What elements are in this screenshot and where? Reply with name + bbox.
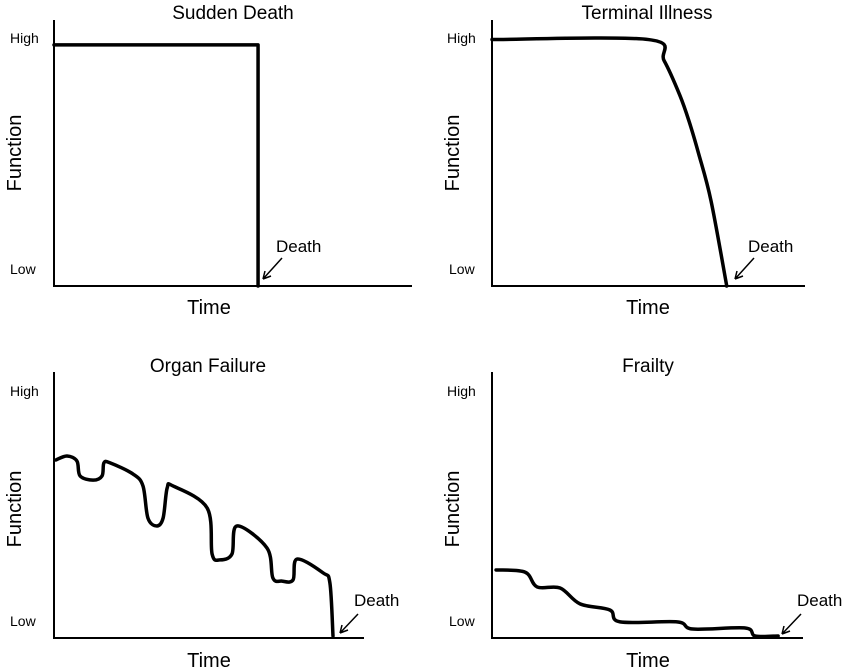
death-annotation: Death [354,591,399,610]
death-arrow-icon [339,613,359,634]
axes [491,20,805,287]
trajectory-line [52,43,260,288]
death-annotation: Death [797,591,842,610]
y-tick-high: High [447,30,476,46]
panel-title: Organ Failure [150,356,266,377]
y-tick-low: Low [449,261,476,277]
death-annotation: Death [748,237,793,256]
x-axis-label: Time [187,297,231,319]
y-tick-high: High [447,383,476,399]
y-tick-low: Low [10,261,37,277]
y-tick-high: High [10,383,39,399]
panel-title: Sudden Death [172,3,294,24]
y-axis-label: Function [4,471,26,548]
axes [491,372,803,639]
death-arrow-icon [262,257,283,280]
trajectory-line [490,36,729,288]
y-axis-label: Function [442,471,464,548]
y-axis-label: Function [442,115,464,192]
panel-organ-failure: Organ Failure High Low Function Time Dea… [4,356,399,670]
death-arrow-icon [734,257,755,280]
x-axis-label: Time [626,297,670,319]
x-axis-label: Time [626,650,670,670]
death-arrow-icon [781,613,802,635]
panel-title: Terminal Illness [582,3,713,24]
y-tick-low: Low [449,613,476,629]
death-annotation: Death [276,237,321,256]
panel-terminal-illness: Terminal Illness High Low Function Time … [442,3,805,319]
panel-sudden-death: Sudden Death High Low Function Time Deat… [4,3,412,319]
trajectory-line [54,454,335,638]
panel-title: Frailty [622,356,674,377]
axes [53,20,412,287]
axes [53,372,364,639]
y-axis-label: Function [4,115,26,192]
panel-frailty: Frailty High Low Function Time Death [442,356,842,670]
trajectory-line [494,568,780,639]
y-tick-low: Low [10,613,37,629]
x-axis-label: Time [187,650,231,670]
y-tick-high: High [10,30,39,46]
